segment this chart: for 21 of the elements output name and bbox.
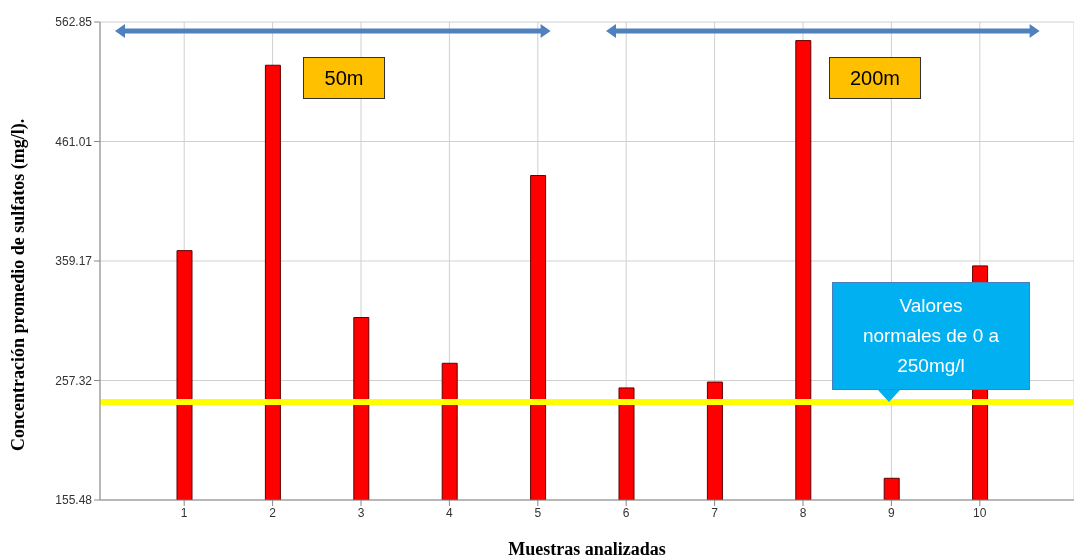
callout-box: Valores normales de 0 a 250mg/l	[832, 282, 1030, 390]
x-tick-label: 6	[622, 505, 630, 520]
x-tick-label: 8	[799, 505, 807, 520]
x-tick-label: 4	[446, 505, 454, 520]
x-tick-label: 10	[973, 505, 987, 520]
x-tick-label: 5	[534, 505, 542, 520]
annotation: 200m	[829, 57, 921, 99]
annotation: Valores normales de 0 a 250mg/l	[861, 294, 1001, 378]
y-tick-label: 359.17	[55, 254, 93, 269]
y-tick-label: 461.01	[55, 134, 93, 149]
x-tick-label: 1	[180, 505, 188, 520]
x-tick-label: 2	[269, 505, 277, 520]
y-axis-title: Concentración promedio de sulfatos (mg/l).	[8, 118, 30, 451]
y-tick-label: 562.85	[55, 15, 93, 30]
x-tick-label: 9	[888, 505, 896, 520]
x-tick-label: 7	[711, 505, 719, 520]
y-tick-label: 257.32	[55, 373, 93, 388]
x-axis-title: Muestras analizadas	[508, 539, 666, 555]
x-tick-label: 3	[357, 505, 365, 520]
y-tick-label: 155.48	[55, 493, 93, 508]
annotation: 50m	[303, 57, 385, 99]
